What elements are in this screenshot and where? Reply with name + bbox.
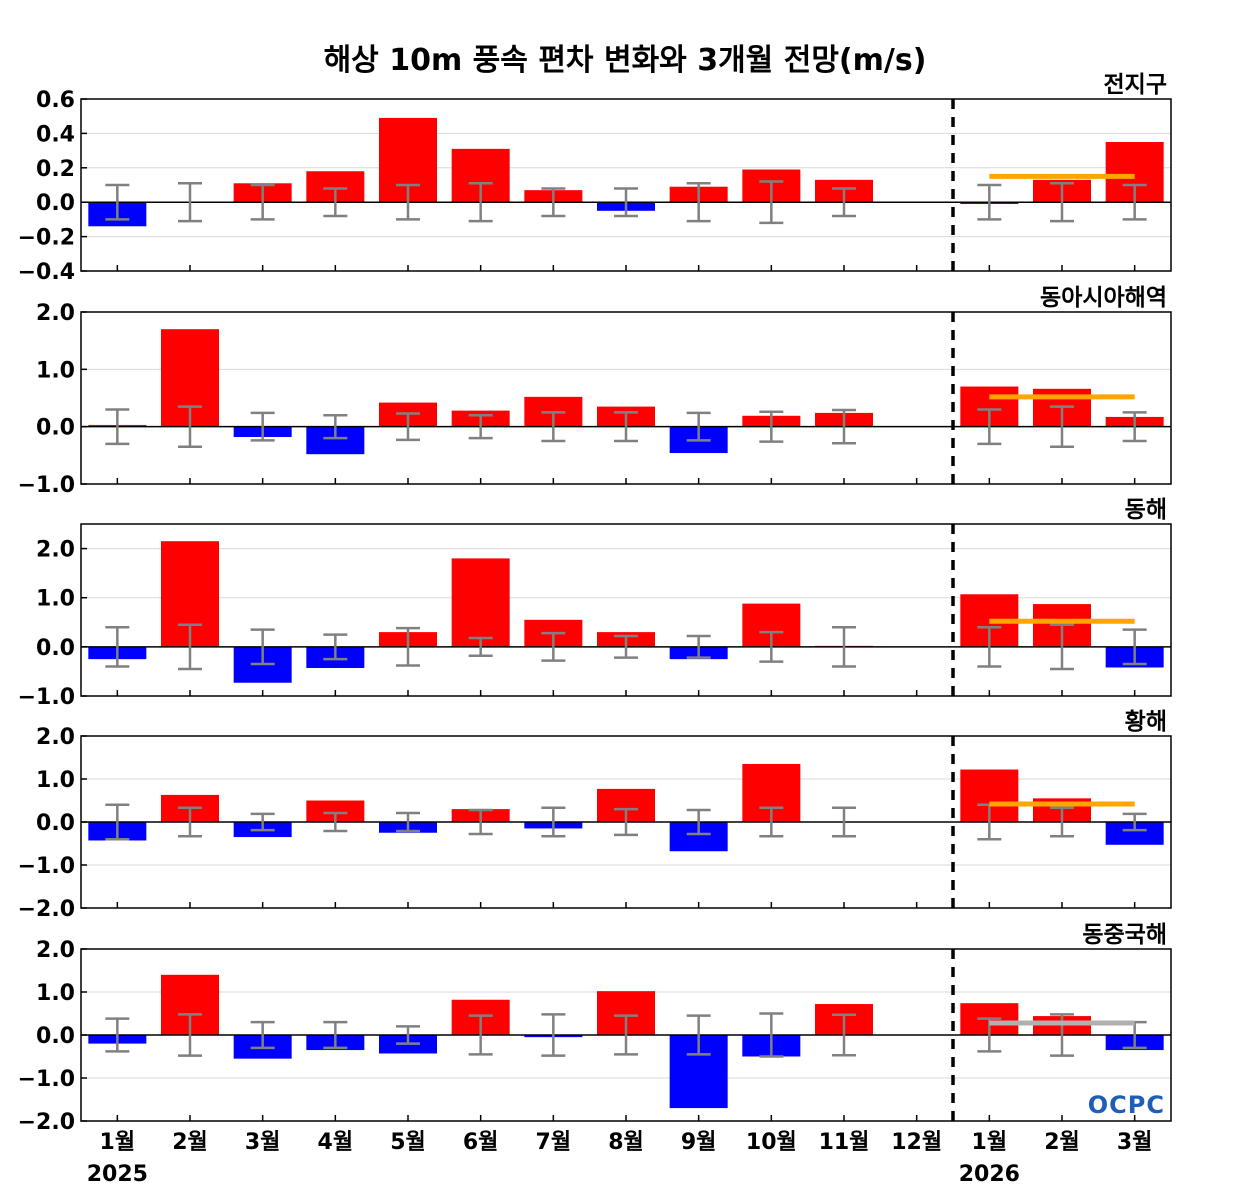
x-tick-label: 9월: [681, 1130, 717, 1155]
chart-title: 해상 10m 풍속 편차 변화와 3개월 전망(m/s): [324, 43, 927, 78]
x-tick-label: 7월: [536, 1130, 572, 1155]
x-tick-label: 1월: [972, 1130, 1008, 1155]
y-tick-label: 0.0: [36, 636, 75, 661]
x-tick-label: 2월: [1044, 1130, 1080, 1155]
panels-group: −0.4 −0.2 0.0 0.2 0.4 0.6 전지구 −1.0 0.0 1.0 2.0 동아시아…: [18, 72, 1172, 1135]
panel-2: −1.0 0.0 1.0 2.0 동아시아해역: [18, 285, 1172, 498]
y-tick-label: 1.0: [36, 358, 75, 383]
y-tick-label: 0.0: [36, 416, 75, 441]
y-tick-label: −1.0: [18, 473, 75, 498]
y-tick-label: 1.0: [36, 587, 75, 612]
x-axis-labels: 1월 2월 3월 4월 5월 6월 7월 8월 9월 10월 11월 12월 1월 2월 3월 2025 202…: [87, 1130, 1153, 1187]
x-tick-label: 2월: [172, 1130, 208, 1155]
region-label: 황해: [1125, 709, 1167, 735]
y-tick-label: 0.2: [36, 157, 75, 182]
y-tick-label: 2.0: [36, 938, 75, 963]
y-tick-label: 2.0: [36, 725, 75, 750]
region-label: 동중국해: [1082, 922, 1167, 948]
y-tick-label: 0.0: [36, 811, 75, 836]
y-tick-label: −2.0: [18, 897, 75, 922]
y-tick-label: −1.0: [18, 685, 75, 710]
region-label: 전지구: [1104, 72, 1167, 98]
x-tick-label: 4월: [318, 1130, 354, 1155]
y-tick-label: 0.0: [36, 191, 75, 216]
y-tick-label: 2.0: [36, 538, 75, 563]
x-tick-label: 3월: [1117, 1130, 1153, 1155]
year-label: 2025: [87, 1162, 148, 1187]
year-label: 2026: [959, 1162, 1020, 1187]
panel-4: −2.0 −1.0 0.0 1.0 2.0 황해: [18, 709, 1172, 922]
panel-1: −0.4 −0.2 0.0 0.2 0.4 0.6 전지구: [18, 72, 1172, 285]
x-tick-label: 11월: [819, 1130, 870, 1155]
x-tick-label: 1월: [100, 1130, 136, 1155]
y-tick-label: 1.0: [36, 981, 75, 1006]
ocpc-logo: OCPC: [1088, 1091, 1165, 1119]
y-tick-label: 0.0: [36, 1024, 75, 1049]
x-tick-label: 5월: [390, 1130, 426, 1155]
y-tick-label: −1.0: [18, 1067, 75, 1092]
panel-3: −1.0 0.0 1.0 2.0 동해: [18, 497, 1172, 710]
y-tick-label: 0.6: [36, 88, 75, 113]
y-tick-label: −0.4: [18, 260, 75, 285]
x-tick-label: 6월: [463, 1130, 499, 1155]
y-tick-label: 0.4: [36, 122, 75, 147]
bar: [451, 558, 510, 647]
y-tick-label: −2.0: [18, 1110, 75, 1135]
x-tick-label: 12월: [891, 1130, 942, 1155]
y-tick-label: −0.2: [18, 226, 75, 251]
y-tick-label: 2.0: [36, 301, 75, 326]
y-tick-label: −1.0: [18, 854, 75, 879]
x-tick-label: 10월: [746, 1130, 797, 1155]
bar: [306, 800, 365, 822]
bar: [1105, 822, 1164, 845]
panel-5: −2.0 −1.0 0.0 1.0 2.0 동중국해: [18, 922, 1172, 1135]
region-label: 동해: [1125, 497, 1167, 523]
x-tick-label: 3월: [245, 1130, 281, 1155]
region-label: 동아시아해역: [1040, 285, 1167, 311]
y-tick-label: 1.0: [36, 768, 75, 793]
x-tick-label: 8월: [608, 1130, 644, 1155]
